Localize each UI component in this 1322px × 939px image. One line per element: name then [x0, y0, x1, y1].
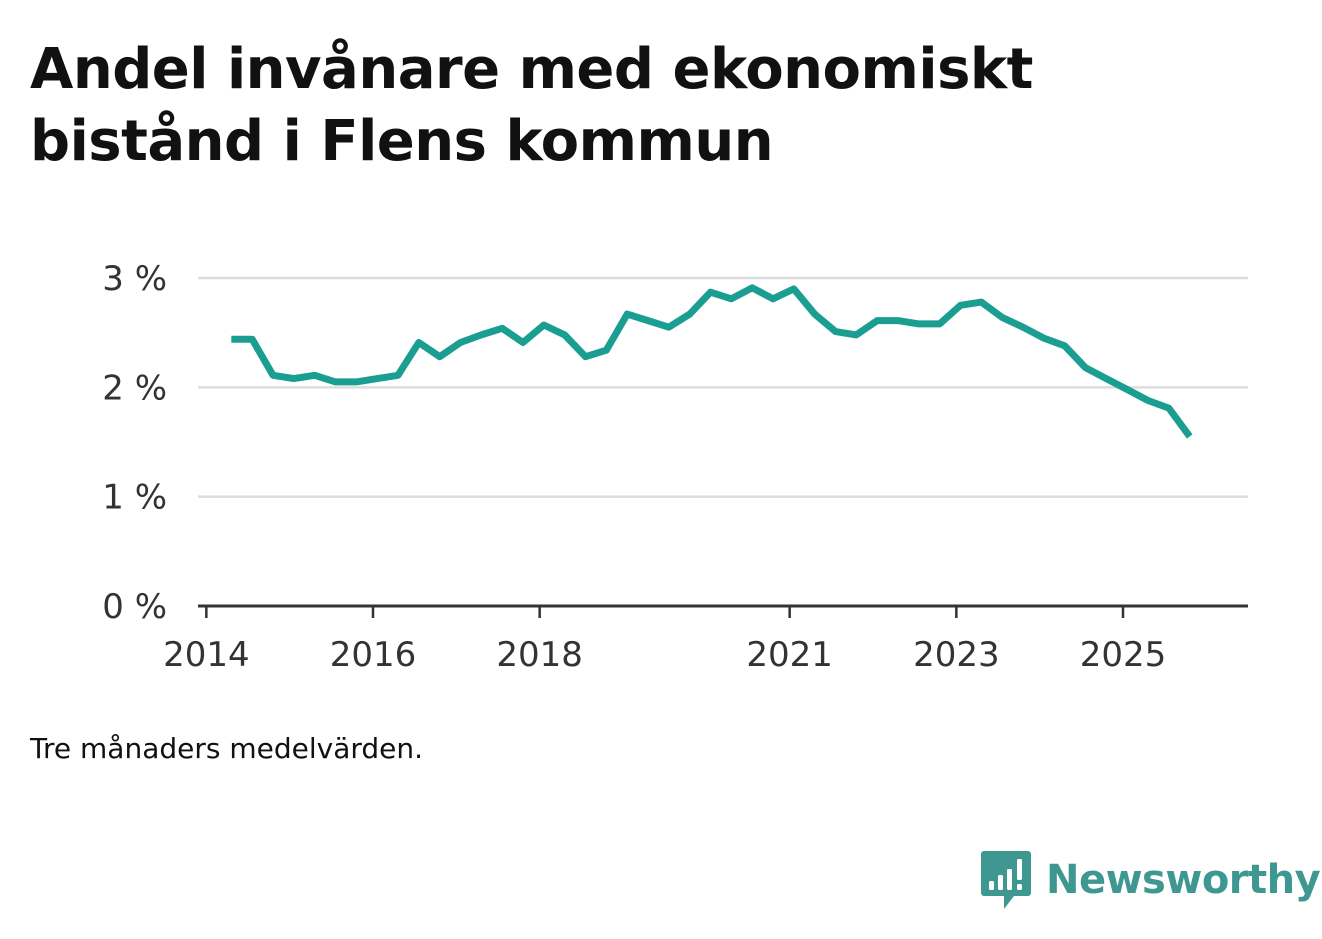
series-layer — [231, 284, 1193, 439]
y-tick-label: 0 % — [102, 587, 167, 627]
x-tick-label: 2025 — [1080, 635, 1167, 675]
y-tick-label: 1 % — [102, 478, 167, 518]
x-tick-label: 2023 — [913, 635, 1000, 675]
x-tick-label: 2016 — [330, 635, 417, 675]
gridlines — [198, 276, 1248, 498]
newsworthy-logo-icon — [981, 851, 1031, 909]
x-tick-label: 2021 — [746, 635, 833, 675]
chart-title: Andel invånare med ekonomiskt bistånd i … — [30, 37, 1033, 174]
y-tick-label: 3 % — [102, 259, 167, 299]
x-axis-ticks: 2014 2016 2018 2021 2023 2025 — [163, 606, 1166, 675]
series-line-0 — [231, 284, 1193, 439]
x-tick-label: 2014 — [163, 635, 250, 675]
y-tick-label: 2 % — [102, 368, 167, 408]
chart-footnote: Tre månaders medelvärden. — [30, 732, 424, 765]
line-chart: 0 % 1 % 2 % 3 % 2014 2016 2018 2021 2023 2025 — [102, 259, 1248, 675]
brand-logo: Newsworthy — [980, 848, 1321, 912]
brand-name: Newsworthy — [1046, 857, 1321, 903]
x-tick-label: 2018 — [496, 635, 583, 675]
y-axis-tick-labels: 0 % 1 % 2 % 3 % — [102, 259, 167, 627]
